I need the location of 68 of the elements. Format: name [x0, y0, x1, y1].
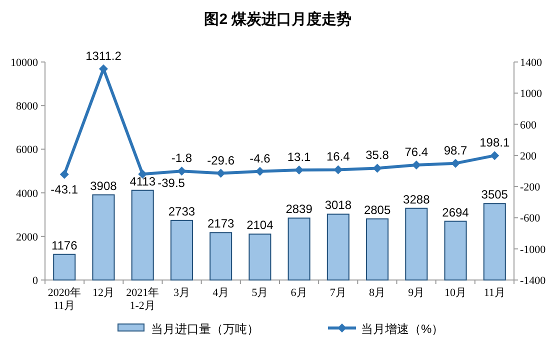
bar [248, 234, 272, 280]
data-label: -1.8 [171, 151, 192, 166]
x-tick-label: 12月 [92, 287, 114, 299]
data-label: 98.7 [444, 143, 468, 158]
y2-tick-label: 1000 [520, 88, 542, 100]
legend-label: 当月增速（%） [361, 322, 444, 336]
y-tick-label: 2000 [16, 231, 38, 244]
bar [170, 220, 193, 280]
point [98, 64, 108, 74]
x-tick-label: 11月 [484, 287, 506, 299]
data-label: 2839 [286, 202, 313, 216]
y-tick-label: 4000 [16, 188, 38, 200]
bar [288, 218, 310, 280]
bar [483, 203, 506, 280]
data-label: 76.4 [404, 145, 428, 160]
y2-tick-label: 600 [520, 119, 537, 132]
bar [405, 208, 428, 280]
data-label: 4113 [130, 174, 156, 188]
x-tick-label: 6月 [290, 287, 308, 299]
x-tick-label: 5月 [252, 287, 268, 299]
data-label: 13.1 [287, 150, 312, 164]
x-tick-label: 8月 [369, 287, 386, 299]
y2-tick-label: 200 [520, 150, 537, 162]
point [490, 151, 500, 160]
data-label: 35.8 [366, 148, 390, 162]
y-tick-label: 8000 [16, 100, 38, 113]
data-label: 2104 [246, 218, 274, 232]
y-tick-label: 6000 [16, 144, 38, 156]
x-tick-label: 2020年 11月 [48, 287, 81, 312]
bar [92, 194, 115, 280]
x-tick-label: 2021年 1-2月 [126, 287, 160, 312]
data-label: 2733 [168, 204, 196, 218]
chart-title: 图2 煤炭进口月度走势 [204, 10, 352, 28]
data-label: 3908 [90, 178, 118, 193]
x-tick-label: 7月 [330, 287, 346, 299]
y-tick-label: 10000 [10, 57, 38, 69]
data-label: -43.1 [50, 182, 78, 196]
y2-tick-label: -1000 [520, 244, 546, 256]
bar [210, 232, 232, 280]
data-label: 16.4 [326, 150, 350, 164]
data-label: 2805 [364, 202, 391, 217]
data-label: -39.5 [158, 176, 186, 190]
data-label: 198.1 [480, 136, 510, 150]
y2-tick-label: -1400 [520, 275, 546, 287]
bar [326, 214, 350, 280]
legend-label: 当月进口量（万吨） [151, 322, 259, 336]
data-label: 1176 [51, 238, 78, 252]
data-label: -29.6 [207, 153, 235, 168]
x-tick-label: 10月 [444, 287, 467, 299]
data-label: 2694 [442, 205, 470, 220]
y2-tick-label: -200 [520, 182, 541, 194]
bar [131, 190, 154, 280]
data-label: 3018 [324, 198, 352, 212]
data-label: -4.6 [250, 151, 271, 166]
x-tick-label: 3月 [173, 287, 190, 299]
y-tick-label: 0 [32, 275, 38, 287]
x-tick-label: 9月 [408, 287, 425, 299]
bar [53, 254, 76, 280]
bar [366, 218, 389, 280]
data-label: 3505 [481, 188, 508, 202]
data-label: 1311.2 [86, 48, 122, 63]
bar [444, 220, 467, 280]
data-label: 3288 [403, 192, 430, 206]
data-label: 2173 [207, 216, 234, 231]
point [60, 170, 69, 179]
y2-tick-label: 1400 [520, 57, 542, 69]
y2-tick-label: -600 [520, 212, 541, 225]
x-tick-label: 4月 [212, 287, 230, 299]
